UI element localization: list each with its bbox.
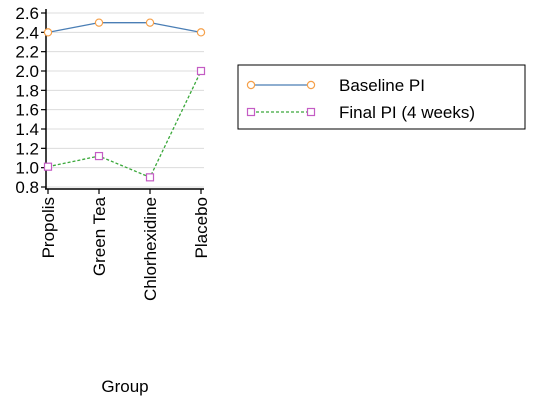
y-tick-label: 2.2 <box>15 43 39 62</box>
legend-item: Final PI (4 weeks) <box>246 103 475 122</box>
legend-label: Final PI (4 weeks) <box>339 103 475 122</box>
legend-item: Baseline PI <box>246 76 425 95</box>
legend-label: Baseline PI <box>339 76 425 95</box>
data-point <box>43 162 53 171</box>
y-tick-label: 2.4 <box>15 23 39 42</box>
legend: Baseline PI Final PI (4 weeks) <box>237 64 526 130</box>
data-point <box>145 18 155 27</box>
y-tick-label: 2.0 <box>15 62 39 81</box>
data-point <box>94 18 104 27</box>
x-tick-label: Placebo <box>192 197 211 258</box>
y-tick-label: 1.0 <box>15 159 39 178</box>
legend-marker <box>306 80 316 90</box>
x-axis-title: Group <box>101 377 148 396</box>
y-tick-label: 0.8 <box>15 178 39 197</box>
data-point <box>196 66 206 76</box>
y-tick-label: 1.6 <box>15 101 39 120</box>
x-tick-label: Chlorhexidine <box>141 197 160 301</box>
series-0 <box>43 18 206 37</box>
legend-marker <box>246 80 256 90</box>
legend-marker <box>306 107 316 117</box>
series-1 <box>43 66 206 182</box>
series-line <box>47 70 202 179</box>
x-tick-label: Green Tea <box>90 196 109 276</box>
y-tick-label: 2.6 <box>15 4 39 23</box>
legend-box <box>237 64 526 130</box>
axes <box>45 9 204 190</box>
y-tick-label: 1.2 <box>15 139 39 158</box>
data-point <box>43 28 53 37</box>
data-point <box>196 28 206 37</box>
x-tick-label: Propolis <box>39 197 58 258</box>
y-ticks: 0.81.01.21.41.61.82.02.22.42.6 <box>15 4 46 197</box>
x-ticks: Propolis Green Tea Chlorhexidine Placebo <box>39 189 211 301</box>
y-tick-label: 1.4 <box>15 120 39 139</box>
series-line <box>47 22 202 33</box>
series <box>43 18 206 182</box>
grid-lines <box>46 12 204 188</box>
legend-marker <box>246 107 256 117</box>
data-point <box>94 151 104 161</box>
y-tick-label: 1.8 <box>15 81 39 100</box>
data-point <box>145 173 155 182</box>
